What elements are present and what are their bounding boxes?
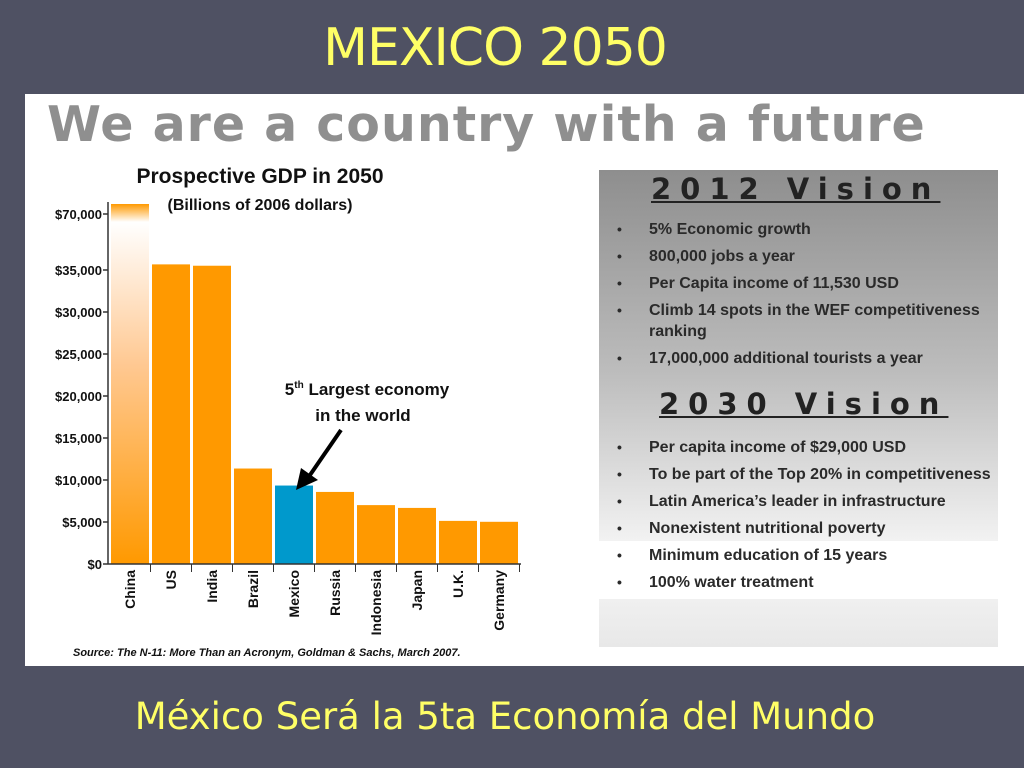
vision-2012-list: 5% Economic growth 800,000 jobs a year P… [617,219,995,375]
y-tick-label: $0 [88,557,102,572]
x-tick-label: Brazil [245,570,261,608]
bar-germany [480,521,518,564]
bar-us [152,264,190,564]
bar-china [111,204,149,564]
vision-2030-list: Per capita income of $29,000 USD To be p… [617,437,997,599]
bar-uk [439,520,477,564]
list-item: 800,000 jobs a year [617,246,995,267]
y-tick-label: $15,000 [55,431,102,446]
list-item: Per capita income of $29,000 USD [617,437,997,458]
y-tick-label: $70,000 [55,207,102,222]
chart-title: Prospective GDP in 2050 [136,165,383,188]
y-tick-label: $30,000 [55,305,102,320]
list-item: Minimum education of 15 years [617,545,997,566]
vision-2030-lower-box [599,599,998,647]
y-tick-label: $25,000 [55,347,102,362]
content-panel: We are a country with a future Prospecti… [25,94,1024,666]
list-item: Nonexistent nutritional poverty [617,518,997,539]
annotation-arrow [296,428,343,490]
list-item: Climb 14 spots in the WEF competitivenes… [617,300,995,342]
bar-indonesia [357,505,395,564]
bar-brazil [234,468,272,564]
chart-annotation-line2: in the world [315,406,410,425]
bar-russia [316,491,354,564]
slide-title: MEXICO 2050 [323,18,668,78]
x-tick-label: Russia [327,570,343,616]
chart-subtitle: (Billions of 2006 dollars) [168,197,353,214]
list-item: To be part of the Top 20% in competitive… [617,464,997,485]
list-item: 5% Economic growth [617,219,995,240]
x-tick-label: Mexico [286,570,302,617]
bar-india [193,265,231,564]
x-tick-label: China [122,570,138,609]
vision-2012-heading: 2012 Vision [651,172,941,206]
y-tick-label: $20,000 [55,389,102,404]
x-tick-label: U.K. [450,570,466,598]
y-tick-label: $5,000 [62,515,102,530]
x-tick-label: India [204,570,220,603]
list-item: 100% water treatment [617,572,997,593]
y-tick-label: $35,000 [55,263,102,278]
bar-japan [398,507,436,564]
bar-mexico [275,485,313,564]
x-tick-label: Indonesia [368,570,384,636]
x-tick-label: Japan [409,570,425,610]
y-tick-label: $10,000 [55,473,102,488]
slide-footer: México Será la 5ta Economía del Mundo [134,695,876,738]
list-item: 17,000,000 additional tourists a year [617,348,995,369]
gdp-chart: Prospective GDP in 2050 (Billions of 200… [55,165,521,659]
headline: We are a country with a future [47,96,926,153]
x-tick-label: US [163,570,179,589]
chart-annotation: 5th Largest economy [285,380,450,399]
x-tick-label: Germany [491,570,507,631]
chart-source: Source: The N-11: More Than an Acronym, … [73,647,461,659]
list-item: Per Capita income of 11,530 USD [617,273,995,294]
vision-2030-heading: 2030 Vision [659,387,949,421]
list-item: Latin America’s leader in infrastructure [617,491,997,512]
